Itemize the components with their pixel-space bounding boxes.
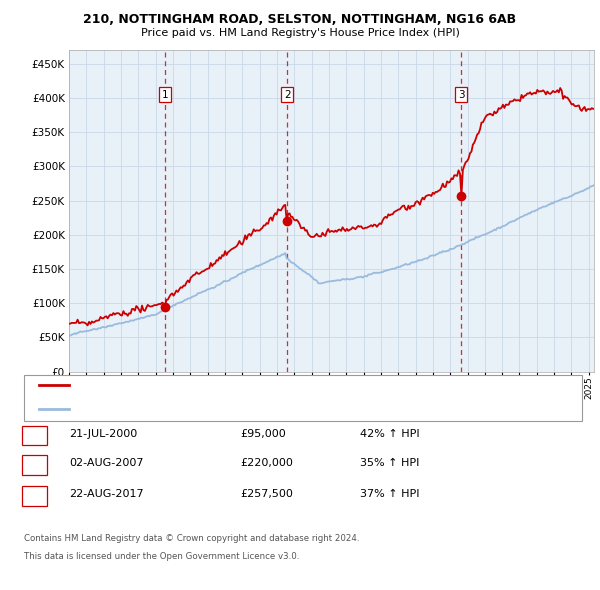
Text: 1: 1 — [162, 90, 169, 100]
Text: 210, NOTTINGHAM ROAD, SELSTON, NOTTINGHAM, NG16 6AB (detached house): 210, NOTTINGHAM ROAD, SELSTON, NOTTINGHA… — [75, 381, 467, 390]
Text: Contains HM Land Registry data © Crown copyright and database right 2024.: Contains HM Land Registry data © Crown c… — [24, 534, 359, 543]
Text: 21-JUL-2000: 21-JUL-2000 — [69, 429, 137, 438]
Text: £220,000: £220,000 — [240, 458, 293, 468]
Text: 2: 2 — [31, 458, 38, 468]
Text: 02-AUG-2007: 02-AUG-2007 — [69, 458, 143, 468]
Text: HPI: Average price, detached house, Ashfield: HPI: Average price, detached house, Ashf… — [75, 404, 295, 414]
Text: 22-AUG-2017: 22-AUG-2017 — [69, 489, 143, 499]
Text: 2: 2 — [284, 90, 290, 100]
Text: 1: 1 — [31, 429, 38, 438]
Text: 3: 3 — [458, 90, 464, 100]
Text: 210, NOTTINGHAM ROAD, SELSTON, NOTTINGHAM, NG16 6AB: 210, NOTTINGHAM ROAD, SELSTON, NOTTINGHA… — [83, 13, 517, 26]
Text: 35% ↑ HPI: 35% ↑ HPI — [360, 458, 419, 468]
Text: £95,000: £95,000 — [240, 429, 286, 438]
Text: 42% ↑ HPI: 42% ↑ HPI — [360, 429, 419, 438]
Text: £257,500: £257,500 — [240, 489, 293, 499]
Text: This data is licensed under the Open Government Licence v3.0.: This data is licensed under the Open Gov… — [24, 552, 299, 560]
Text: 37% ↑ HPI: 37% ↑ HPI — [360, 489, 419, 499]
Text: 3: 3 — [31, 489, 38, 499]
Text: Price paid vs. HM Land Registry's House Price Index (HPI): Price paid vs. HM Land Registry's House … — [140, 28, 460, 38]
